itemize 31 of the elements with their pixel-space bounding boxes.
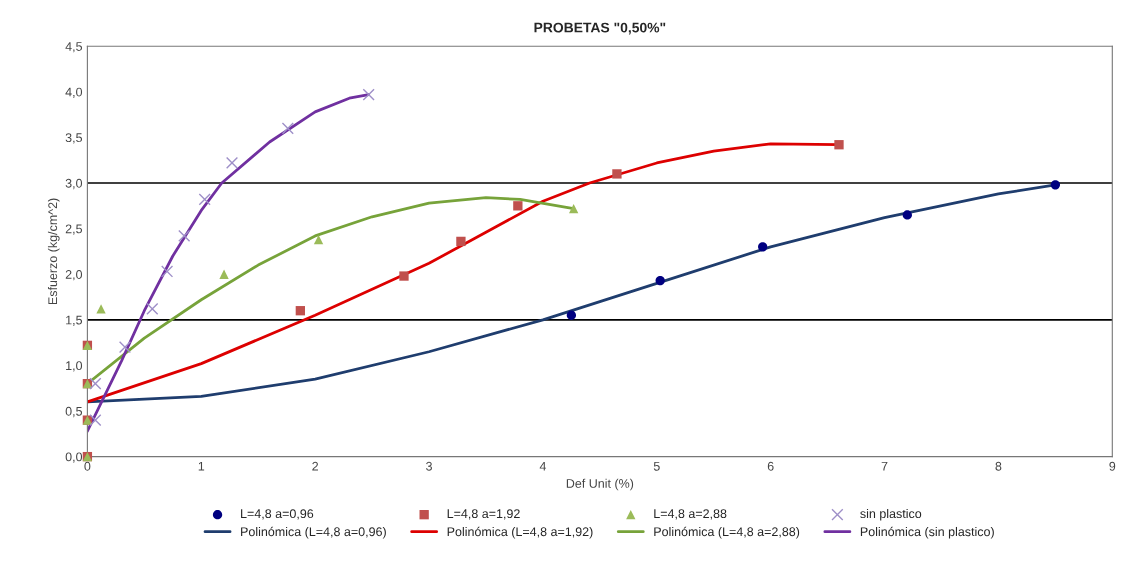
x-tick-label: 2 xyxy=(312,461,318,471)
y-tick-label: 2,5 xyxy=(65,224,83,235)
y-tick-label: 0,5 xyxy=(65,406,83,418)
y-tick-label: 3,0 xyxy=(65,178,83,190)
legend-label: Polinómica (L=4,8 a=0,96) xyxy=(241,526,386,539)
chart-title: PROBETAS "0,50%" xyxy=(534,22,666,35)
x-tick-label: 4 xyxy=(539,461,547,471)
y-tick-label: 2,0 xyxy=(65,270,83,281)
legend-label: sin plastico xyxy=(860,508,922,521)
x-tick-label: 6 xyxy=(767,461,774,471)
y-tick-label: 3,5 xyxy=(65,133,83,144)
legend-label: L=4,8 a=1,92 xyxy=(447,509,520,520)
y-tick-label: 0,0 xyxy=(65,452,83,463)
y-tick-label: 4,5 xyxy=(65,42,83,53)
y-tick-label: 1,5 xyxy=(66,315,83,326)
legend-label: L=4,8 a=2,88 xyxy=(654,509,727,520)
x-tick-label: 9 xyxy=(1109,461,1116,471)
x-tick-label: 0 xyxy=(84,461,91,471)
x-tick-label: 1 xyxy=(198,461,205,471)
legend-label: L=4,8 a=0,96 xyxy=(241,509,314,520)
x-axis-title: Def Unit (%) xyxy=(566,478,634,491)
x-tick-label: 5 xyxy=(653,461,660,471)
y-tick-label: 1,0 xyxy=(66,361,83,372)
y-axis-title: Esfuerzo (kg/cm^2) xyxy=(47,198,60,305)
x-tick-label: 8 xyxy=(995,461,1002,471)
x-tick-label: 3 xyxy=(426,461,432,471)
legend-label: Polinómica (sin plastico) xyxy=(860,526,994,539)
x-tick-label: 7 xyxy=(881,461,888,471)
legend-label: Polinómica (L=4,8 a=2,88) xyxy=(654,526,800,539)
legend-label: Polinómica (L=4,8 a=1,92) xyxy=(447,526,593,539)
y-tick-label: 4,0 xyxy=(65,87,83,98)
